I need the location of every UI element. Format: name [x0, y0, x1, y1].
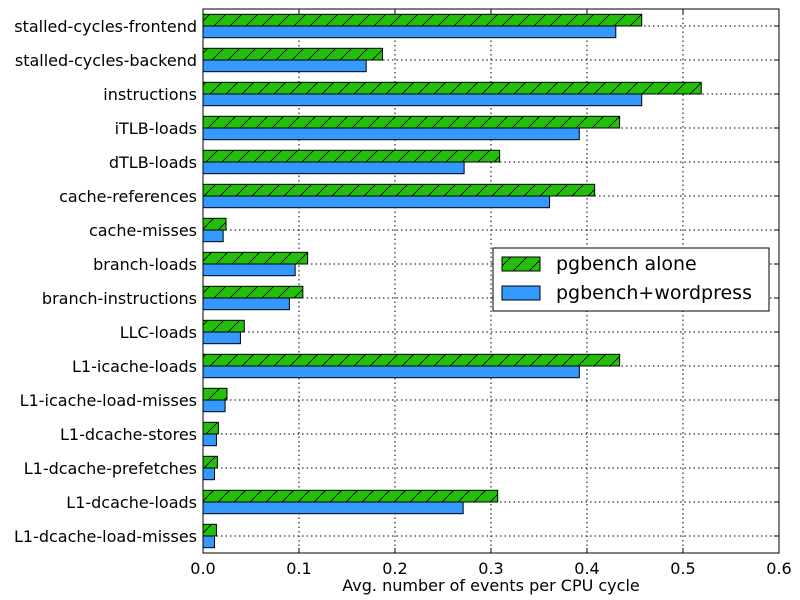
bar-pgbench-wordpress — [202, 399, 226, 413]
category-label: stalled-cycles-backend — [15, 51, 197, 70]
bar-hatch — [203, 82, 702, 94]
x-tick-label: 0.3 — [478, 559, 503, 578]
bar-hatch — [203, 116, 620, 128]
bar-hatch — [203, 14, 642, 26]
bar-hatch — [203, 48, 383, 60]
category-label: branch-loads — [93, 255, 197, 274]
bar-hatch — [203, 286, 303, 298]
x-tick-label: 0.1 — [286, 559, 311, 578]
bar-hatch — [203, 252, 308, 264]
x-tick-label: 0.5 — [670, 559, 695, 578]
category-label: iTLB-loads — [115, 119, 197, 138]
bar-hatch — [203, 354, 620, 366]
x-axis-label: Avg. number of events per CPU cycle — [342, 576, 639, 595]
category-label: cache-misses — [89, 221, 197, 240]
bar-pgbench-wordpress — [202, 467, 216, 481]
bar-hatch — [203, 524, 217, 536]
bar-pgbench-wordpress — [202, 195, 551, 209]
bar-hatch — [203, 388, 227, 400]
bar-pgbench-wordpress — [202, 161, 465, 175]
category-label: cache-references — [59, 187, 197, 206]
legend-label: pgbench alone — [556, 253, 697, 275]
legend: pgbench alone pgbench+wordpress — [492, 247, 770, 312]
bars — [202, 13, 702, 549]
bar-hatch — [203, 184, 595, 196]
category-label: L1-dcache-stores — [60, 425, 197, 444]
x-tick-label: 0.4 — [574, 559, 599, 578]
bar-pgbench-wordpress — [202, 297, 290, 311]
bar-pgbench-wordpress — [202, 365, 580, 379]
category-label: L1-dcache-loads — [66, 493, 197, 512]
x-tick-label: 0.0 — [190, 559, 215, 578]
bar-pgbench-wordpress — [202, 25, 617, 39]
bar-hatch — [203, 320, 245, 332]
category-label: L1-icache-loads — [72, 357, 197, 376]
legend-label: pgbench+wordpress — [556, 282, 752, 304]
bar-pgbench-wordpress — [202, 535, 216, 549]
bar-pgbench-wordpress — [202, 127, 580, 141]
category-label: instructions — [103, 85, 197, 104]
category-labels: stalled-cycles-frontend stalled-cycles-ba… — [14, 17, 197, 546]
category-label: LLC-loads — [120, 323, 197, 342]
x-tick-labels: 0.0 0.1 0.2 0.3 0.4 0.5 0.6 — [190, 559, 791, 578]
bar-pgbench-wordpress — [202, 331, 241, 345]
x-tick-label: 0.6 — [766, 559, 791, 578]
category-label: L1-dcache-load-misses — [14, 527, 197, 546]
bar-hatch — [203, 218, 227, 230]
category-label: stalled-cycles-frontend — [14, 17, 197, 36]
bar-hatch — [203, 490, 498, 502]
bar-pgbench-wordpress — [202, 433, 217, 447]
bar-hatch — [203, 456, 218, 468]
x-tick-label: 0.2 — [382, 559, 407, 578]
bar-hatch — [203, 150, 500, 162]
category-label: dTLB-loads — [109, 153, 197, 172]
category-label: branch-instructions — [42, 289, 197, 308]
category-label: L1-dcache-prefetches — [24, 459, 197, 478]
bar-pgbench-wordpress — [202, 229, 224, 243]
bar-pgbench-wordpress — [202, 93, 643, 107]
bar-pgbench-wordpress — [202, 263, 296, 277]
bar-pgbench-wordpress — [202, 501, 464, 515]
axis-ticks — [202, 9, 780, 553]
bar-pgbench-wordpress — [202, 59, 367, 73]
legend-swatch — [501, 285, 541, 301]
legend-swatch-hatch — [502, 257, 540, 271]
category-label: L1-icache-load-misses — [20, 391, 197, 410]
bar-hatch — [203, 422, 219, 434]
